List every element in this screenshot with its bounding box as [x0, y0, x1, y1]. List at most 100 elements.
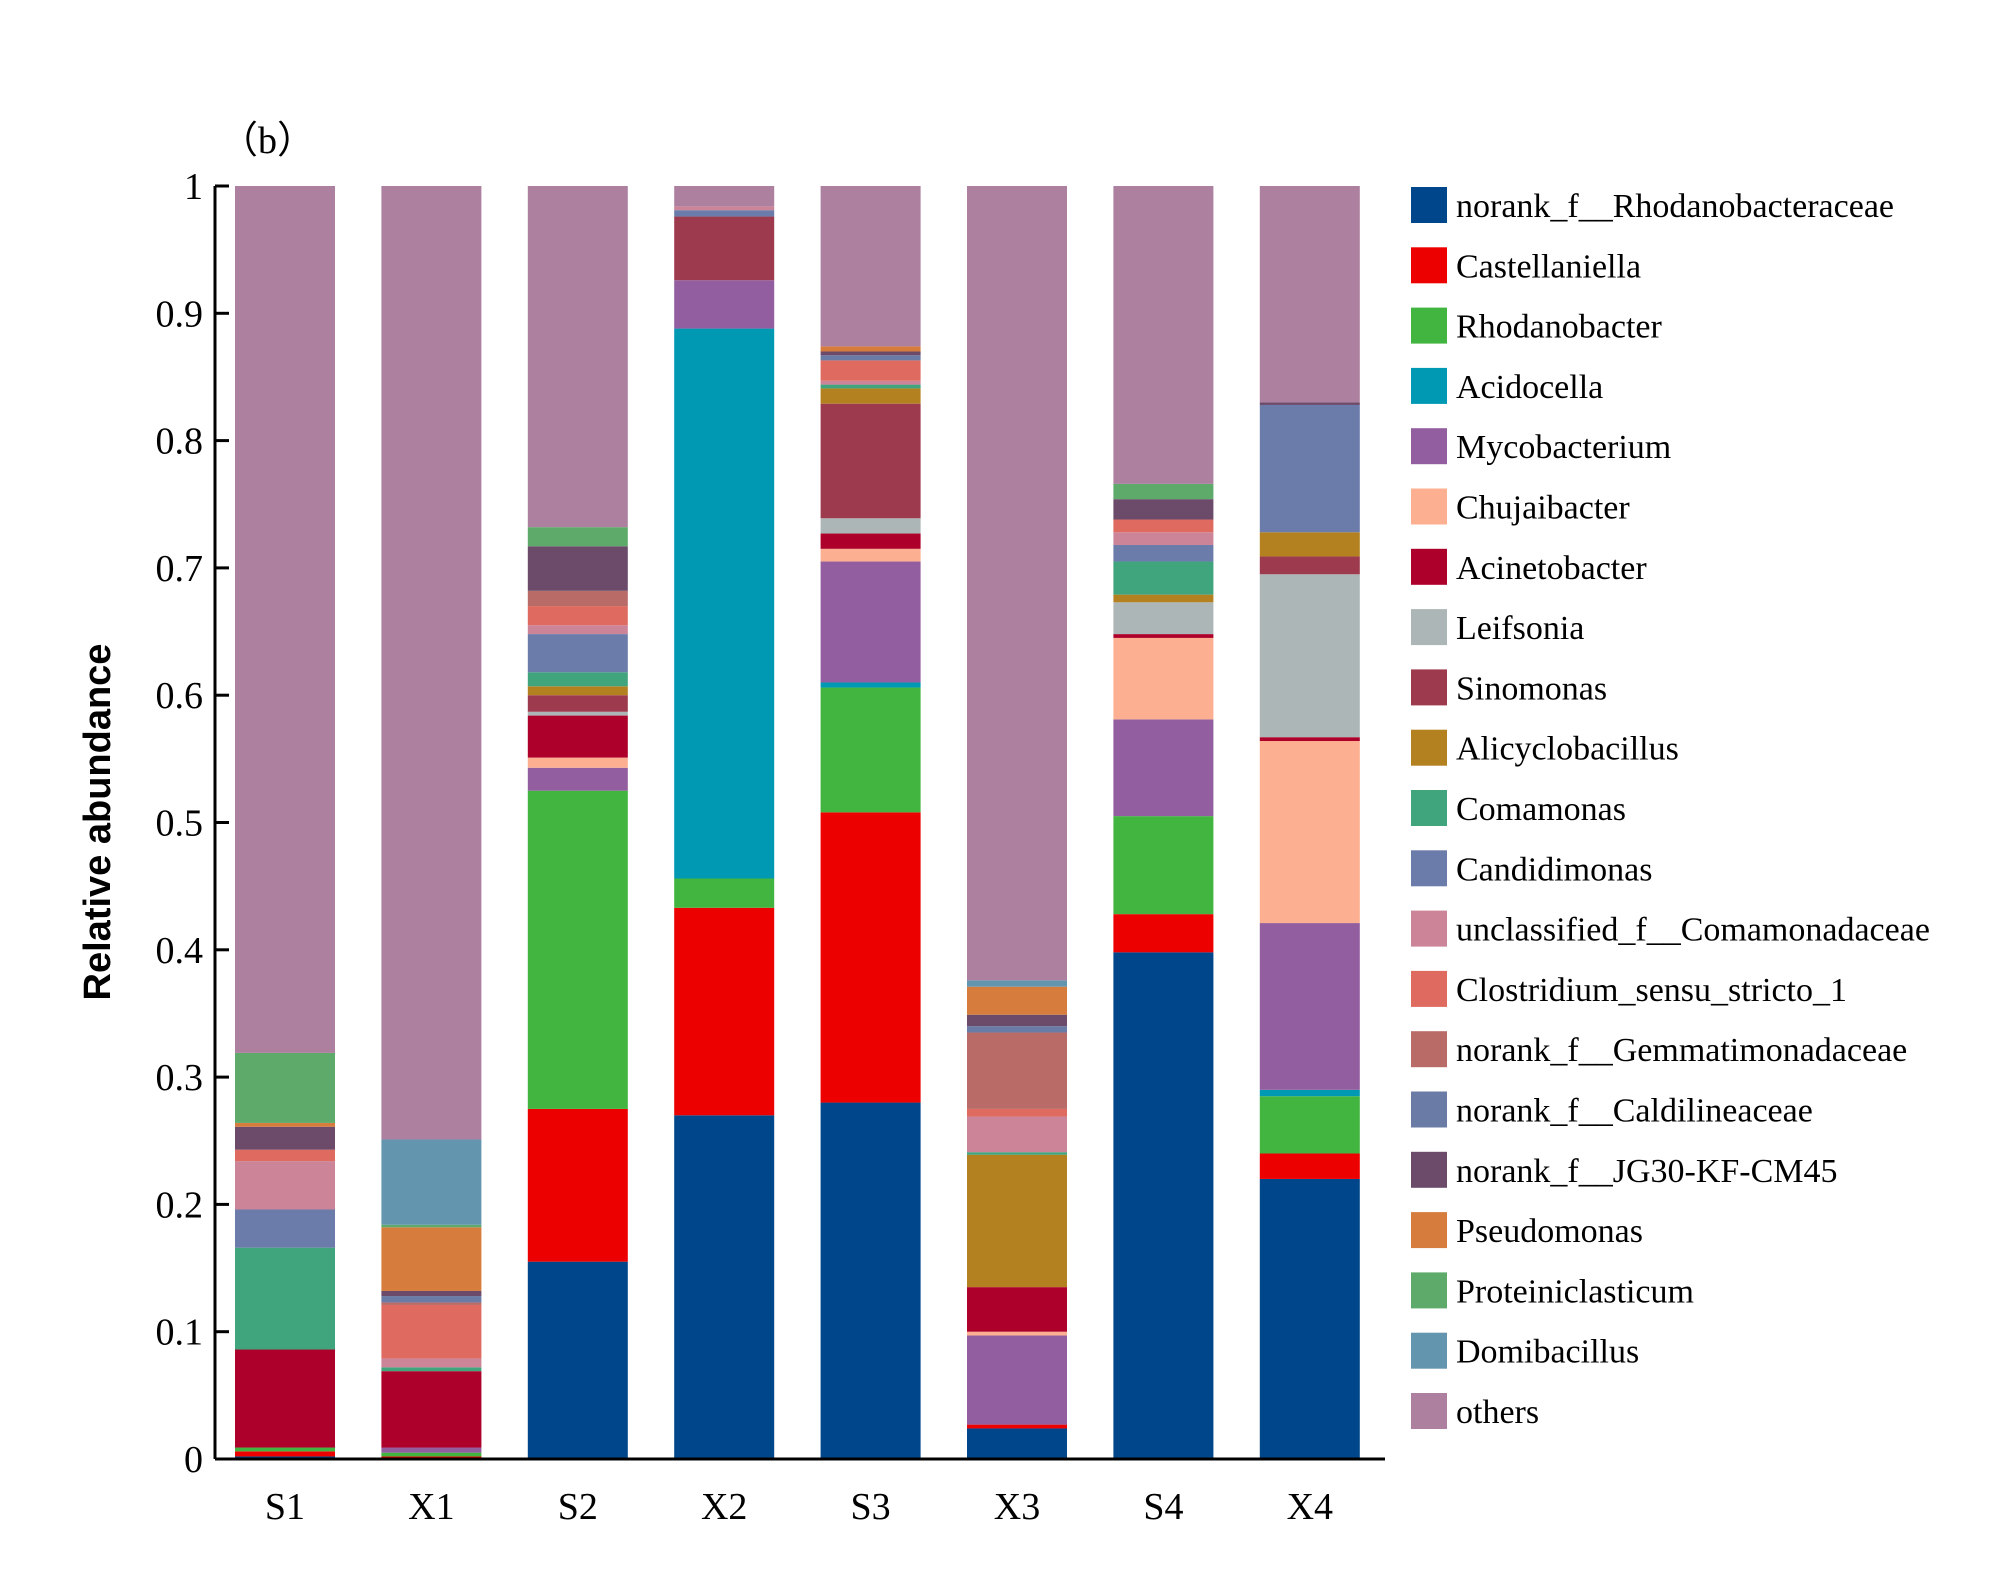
bar-segment — [381, 1452, 482, 1457]
legend-swatch — [1411, 1212, 1447, 1249]
bar-segment — [527, 546, 628, 591]
bar-segment — [820, 355, 921, 361]
legend-item: Acinetobacter — [1411, 548, 1647, 587]
bar-segment — [967, 1287, 1067, 1332]
bar-segment — [820, 388, 921, 404]
bar-segment — [820, 360, 921, 381]
bar-stack-X4: X4 — [1259, 186, 1360, 1528]
bar-segment — [820, 548, 921, 562]
legend-swatch — [1411, 1031, 1447, 1068]
bar-stack-S4: S4 — [1113, 186, 1214, 1528]
bar-stack-S2: S2 — [527, 186, 628, 1528]
bar-segment — [1259, 1178, 1360, 1459]
bar-segment — [820, 682, 921, 688]
bar-segment — [967, 1014, 1067, 1027]
legend-swatch — [1411, 609, 1447, 646]
legend-item: Acidocella — [1411, 367, 1603, 406]
bar-segment — [967, 1116, 1067, 1153]
bar-segment — [527, 757, 628, 768]
legend-label: Proteiniclasticum — [1456, 1273, 1694, 1310]
bar-segment — [381, 1358, 482, 1368]
legend-label: Chujaibacter — [1456, 490, 1630, 527]
bar-segment — [381, 186, 482, 1140]
bar-segment — [235, 1349, 335, 1448]
legend-swatch — [1411, 790, 1447, 826]
bar-segment — [674, 907, 775, 1116]
bar-segment — [820, 687, 921, 813]
bar-segment — [235, 1149, 335, 1162]
bar-segment — [1113, 499, 1214, 520]
bar-segment — [674, 328, 775, 879]
bar-segment — [820, 186, 921, 347]
legend-swatch — [1411, 1272, 1447, 1309]
bar-segment — [527, 711, 628, 716]
bar-segment — [1259, 741, 1360, 924]
bar-segment — [1259, 1089, 1360, 1097]
legend-swatch — [1411, 1393, 1447, 1429]
bar-segment — [527, 686, 628, 696]
bar-segment — [235, 1247, 335, 1350]
x-tick-label: X3 — [994, 1486, 1040, 1528]
bar-segment — [527, 634, 628, 673]
bar-segment — [527, 606, 628, 626]
bar-segment — [674, 280, 775, 329]
bar-segment — [674, 1115, 775, 1459]
bar-segment — [527, 527, 628, 547]
legend-swatch — [1411, 187, 1447, 223]
legend-item: norank_f__Gemmatimonadaceae — [1411, 1031, 1907, 1069]
legend-label: norank_f__Caldilineaceae — [1456, 1093, 1813, 1130]
legend-swatch — [1411, 367, 1447, 404]
bar-segment — [1113, 532, 1214, 545]
legend-label: Alicyclobacillus — [1456, 731, 1679, 768]
bar-segment — [674, 210, 775, 217]
bar-segment — [674, 878, 775, 908]
legend-swatch — [1411, 1151, 1447, 1188]
legend-item: Pseudomonas — [1411, 1212, 1643, 1250]
bar-segment — [967, 186, 1067, 981]
bar-segment — [967, 1331, 1067, 1336]
x-tick-label: X2 — [701, 1486, 747, 1528]
x-tick-label: S1 — [265, 1486, 305, 1528]
bar-segment — [820, 380, 921, 385]
bar-segment — [674, 186, 775, 207]
bar-segment — [967, 1428, 1067, 1459]
y-tick-label: 0.4 — [156, 930, 204, 972]
x-tick-label: X1 — [408, 1486, 454, 1528]
bar-segment — [527, 186, 628, 528]
bar-segment — [527, 1108, 628, 1262]
legend-label: Acidocella — [1456, 369, 1603, 406]
y-tick-label: 1 — [184, 166, 203, 208]
y-tick-label: 0.6 — [156, 675, 204, 717]
bar-segment — [674, 216, 775, 281]
legend-swatch — [1411, 247, 1447, 284]
bar-segment — [1113, 519, 1214, 533]
x-tick-label: X4 — [1287, 1486, 1333, 1528]
legend-label: Candidimonas — [1456, 851, 1652, 888]
bar-segment — [527, 672, 628, 687]
bar-segment — [1113, 637, 1214, 720]
legend-item: Candidimonas — [1411, 850, 1652, 888]
legend-label: Acinetobacter — [1456, 550, 1647, 587]
legend-label: Mycobacterium — [1456, 429, 1671, 466]
bar-segment — [1259, 404, 1360, 533]
bar-segment — [1113, 483, 1214, 500]
bar-segment — [381, 1456, 482, 1458]
bar-segment — [381, 1304, 482, 1359]
bar-segment — [527, 625, 628, 635]
bar-segment — [527, 1261, 628, 1459]
bar-segment — [820, 518, 921, 534]
y-tick-label: 0 — [184, 1439, 203, 1481]
bar-segment — [381, 1224, 482, 1228]
legend-label: Rhodanobacter — [1456, 309, 1662, 346]
bar-segment — [1259, 402, 1360, 405]
bar-segment — [820, 403, 921, 519]
bar-segment — [1113, 544, 1214, 562]
legend-item: norank_f__Caldilineaceae — [1411, 1091, 1813, 1130]
bar-segment — [820, 1102, 921, 1459]
legend-swatch — [1411, 669, 1447, 706]
bar-segment — [820, 561, 921, 683]
bar-segment — [235, 1122, 335, 1127]
bar-segment — [1113, 719, 1214, 817]
legend-item: Chujaibacter — [1411, 488, 1630, 527]
